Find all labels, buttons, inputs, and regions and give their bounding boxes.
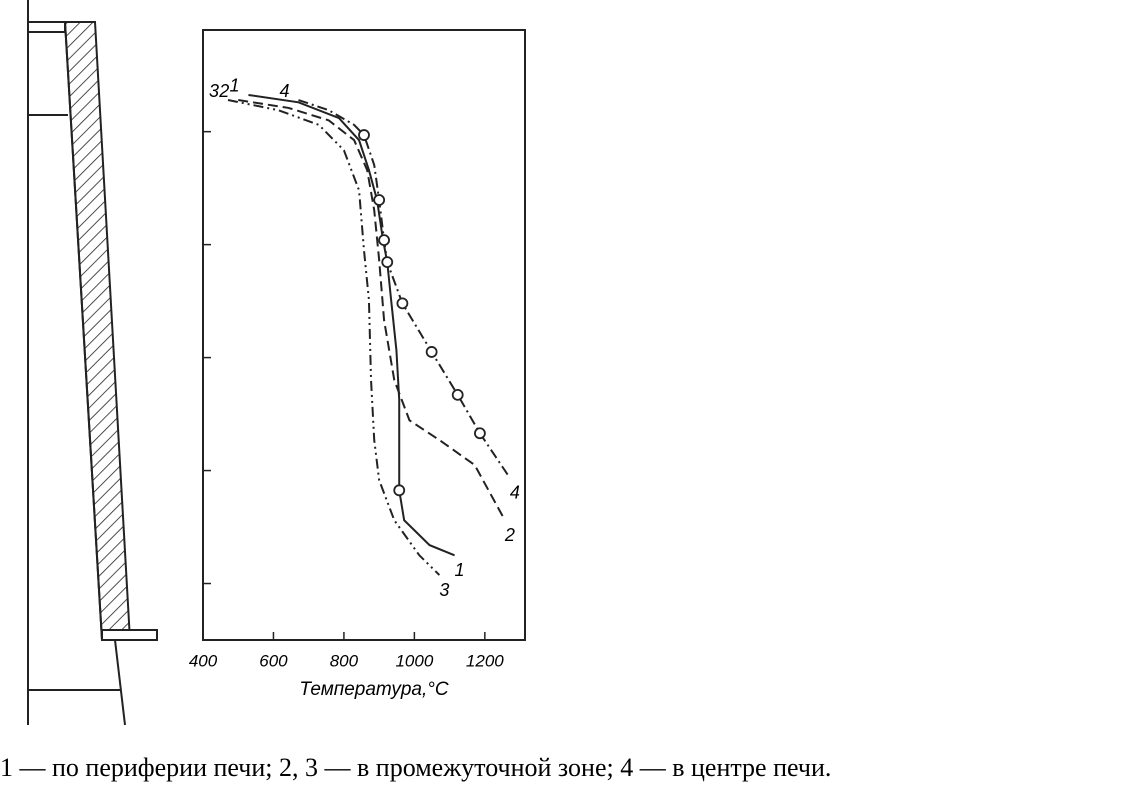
curve-label: 3 <box>209 81 219 101</box>
curve-label: 2 <box>504 525 515 545</box>
point-marker <box>451 388 464 401</box>
point-marker <box>393 484 406 497</box>
caption: 1 — по периферии печи; 2, 3 — в промежут… <box>0 753 831 782</box>
x-axis-title: Температура,°C <box>299 679 448 700</box>
plot-frame <box>202 29 526 641</box>
curve-label: 4 <box>510 483 520 503</box>
x-tick-label: 600 <box>259 651 288 670</box>
curve <box>227 99 441 576</box>
point-marker <box>378 234 390 247</box>
curve <box>298 99 511 479</box>
curve-label: 2 <box>218 81 229 101</box>
point-marker <box>373 194 386 206</box>
x-tick-label: 1200 <box>466 651 504 670</box>
curve-label: 1 <box>455 560 465 580</box>
point-marker <box>474 427 486 440</box>
curve-label: 1 <box>229 76 239 96</box>
point-marker <box>358 129 370 141</box>
x-tick-label: 400 <box>189 651 218 670</box>
point-marker <box>381 256 394 269</box>
curve <box>248 93 455 557</box>
point-marker <box>425 346 438 358</box>
curve-label: 4 <box>279 81 289 101</box>
point-marker <box>396 297 409 310</box>
x-tick-label: 800 <box>330 651 359 670</box>
x-tick-label: 1000 <box>395 651 433 670</box>
curve <box>238 99 506 521</box>
furnace-drawing <box>27 0 158 726</box>
curve-label: 3 <box>439 580 449 600</box>
